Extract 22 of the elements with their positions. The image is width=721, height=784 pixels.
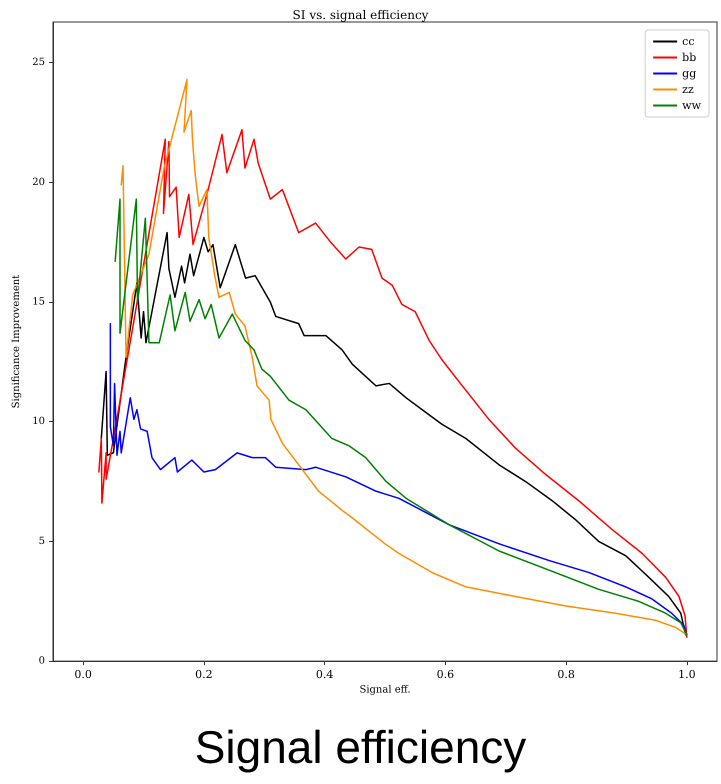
x-tick-label: 0.4 (316, 668, 334, 682)
legend-label: zz (682, 83, 694, 96)
x-axis-title: Signal eff. (359, 684, 411, 696)
y-tick-label: 5 (38, 536, 45, 547)
x-tick-label: 0.6 (436, 668, 454, 682)
y-tick-label: 10 (32, 416, 45, 428)
chart-title: SI vs. signal efficiency (292, 8, 429, 22)
x-tick-label: 0.8 (557, 668, 575, 682)
legend-label: ww (682, 99, 702, 112)
x-tick-label: 0.0 (74, 668, 92, 682)
y-axis-title: Significance Improvement (10, 274, 22, 408)
x-tick-label: 0.2 (195, 668, 213, 682)
y-tick-label: 15 (32, 296, 45, 308)
legend-label: gg (682, 67, 696, 80)
text: Signal efficiency (194, 720, 528, 774)
legend-label: cc (682, 35, 694, 48)
line-series (110, 322, 688, 636)
legend-label: bb (682, 51, 696, 64)
x-tick-label: 1.0 (678, 668, 696, 682)
y-tick-label: 0 (38, 656, 45, 667)
y-tick-label: 25 (32, 57, 45, 68)
y-tick-label: 20 (32, 176, 45, 188)
